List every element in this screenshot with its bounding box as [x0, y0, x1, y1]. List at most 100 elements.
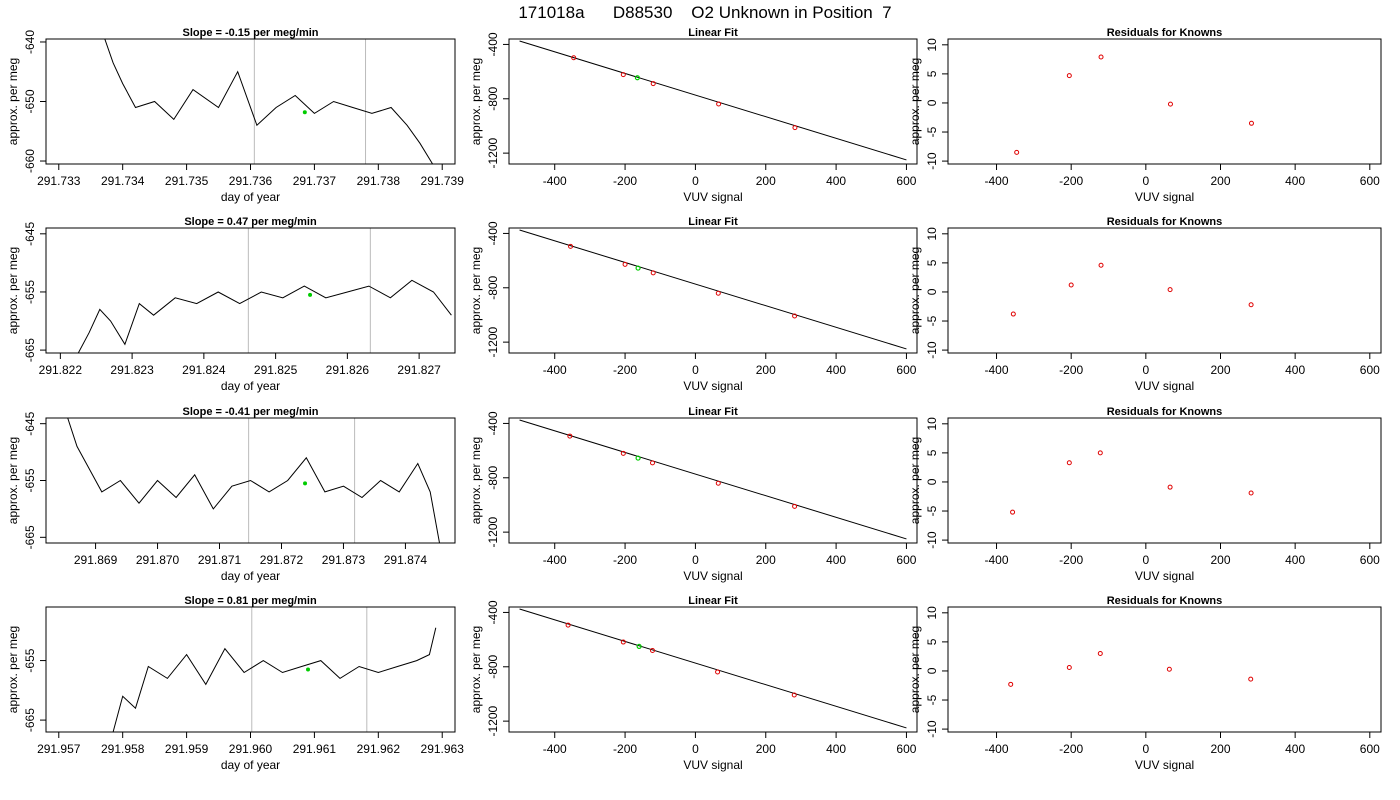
y-tick-label: 5 — [925, 70, 939, 77]
residual-point — [1248, 490, 1254, 496]
x-tick-label: 400 — [826, 174, 846, 188]
x-tick-label: 0 — [692, 174, 699, 188]
panel-title: Residuals for Knowns — [1107, 27, 1223, 39]
y-tick-label: -10 — [925, 341, 939, 359]
x-tick-label: 291.872 — [260, 553, 304, 567]
known-point — [622, 261, 628, 267]
x-tick-label: 291.825 — [254, 363, 298, 377]
panel-title: Linear Fit — [688, 216, 738, 228]
plot-area — [1010, 262, 1254, 317]
x-tick-label: 0 — [1142, 174, 1149, 188]
residual-point — [1167, 101, 1173, 107]
x-tick-label: 600 — [1360, 363, 1380, 377]
y-tick-label: -1200 — [486, 705, 500, 736]
plot-area — [519, 608, 907, 729]
plot-frame — [508, 417, 918, 544]
y-tick-label: -645 — [23, 221, 37, 245]
residual-point — [1010, 311, 1016, 317]
x-axis-label: day of year — [221, 569, 280, 583]
known-point — [715, 669, 721, 675]
y-tick-label: -1200 — [486, 516, 500, 547]
panel-title: Slope = -0.41 per meg/min — [182, 406, 318, 418]
y-axis-label: approx. per meg — [469, 247, 483, 334]
x-axis-label: VUV signal — [683, 379, 742, 393]
x-tick-label: 291.823 — [110, 363, 154, 377]
y-tick-label: -5 — [925, 315, 939, 326]
residual-point — [1166, 666, 1172, 672]
x-tick-label: 0 — [692, 742, 699, 756]
x-tick-label: 291.874 — [384, 553, 428, 567]
fit-line — [519, 419, 907, 540]
y-tick-label: -5 — [925, 505, 939, 516]
x-tick-label: -400 — [985, 742, 1009, 756]
residual-point — [1167, 287, 1173, 293]
unknown-point-marker — [635, 265, 641, 271]
plot-area — [67, 418, 440, 543]
known-point — [792, 125, 798, 131]
y-tick-label: -400 — [486, 600, 500, 624]
plot-area — [519, 229, 907, 350]
y-axis-label: approx. per meg — [908, 247, 922, 334]
current-point-marker — [308, 292, 313, 297]
panel-row4-res: Residuals for Knowns VUV signal approx. pe… — [908, 595, 1382, 772]
y-tick-label: 0 — [925, 288, 939, 295]
x-tick-label: -200 — [613, 553, 637, 567]
x-tick-label: 291.961 — [293, 742, 337, 756]
series-line — [77, 279, 452, 353]
y-tick-label: -665 — [23, 338, 37, 362]
y-tick-label: 0 — [925, 99, 939, 106]
x-tick-label: -200 — [1059, 363, 1083, 377]
plot-area — [77, 228, 452, 353]
plot-area — [519, 40, 907, 161]
x-tick-label: -200 — [1059, 742, 1083, 756]
residual-point — [1068, 282, 1074, 288]
y-tick-label: -800 — [486, 86, 500, 110]
x-tick-label: 291.822 — [39, 363, 83, 377]
x-tick-label: 200 — [1210, 174, 1230, 188]
unknown-point-marker — [635, 455, 641, 461]
x-tick-label: 200 — [756, 174, 776, 188]
y-axis-label: approx. per meg — [6, 626, 20, 713]
plot-area — [519, 419, 907, 540]
panel-title: Residuals for Knowns — [1107, 595, 1223, 607]
y-tick-label: -400 — [486, 221, 500, 245]
x-tick-label: -200 — [613, 742, 637, 756]
panel-title: Linear Fit — [688, 595, 738, 607]
x-tick-label: 200 — [756, 553, 776, 567]
fit-line — [519, 40, 907, 161]
x-axis-label: day of year — [221, 190, 280, 204]
plot-frame — [508, 606, 918, 733]
panel-title: Residuals for Knowns — [1107, 406, 1223, 418]
known-point — [715, 290, 721, 296]
known-point — [650, 81, 656, 87]
main-title: 171018a D88530 O2 Unknown in Position 7 — [518, 3, 891, 22]
x-axis-label: VUV signal — [683, 569, 742, 583]
y-tick-label: 10 — [925, 606, 939, 620]
x-axis-label: VUV signal — [1135, 379, 1194, 393]
plot-frame — [947, 606, 1382, 733]
x-tick-label: 400 — [826, 742, 846, 756]
current-point-marker — [306, 667, 311, 672]
x-tick-label: 0 — [692, 363, 699, 377]
x-tick-label: 400 — [1285, 363, 1305, 377]
x-tick-label: -200 — [1059, 553, 1083, 567]
x-tick-label: 200 — [756, 363, 776, 377]
panel-title: Linear Fit — [688, 27, 738, 39]
y-tick-label: 0 — [925, 478, 939, 485]
panel-title: Slope = 0.47 per meg/min — [184, 216, 317, 228]
y-axis-label: approx. per meg — [6, 247, 20, 334]
x-tick-label: 200 — [1210, 742, 1230, 756]
x-tick-label: 200 — [756, 742, 776, 756]
residual-point — [1097, 651, 1103, 657]
panel-title: Slope = 0.81 per meg/min — [184, 595, 317, 607]
residual-point — [1098, 262, 1104, 268]
y-tick-label: 0 — [925, 667, 939, 674]
plot-area — [112, 607, 437, 732]
x-tick-label: -200 — [1059, 174, 1083, 188]
panel-row4-ts: Slope = 0.81 per meg/min day of year appro… — [6, 595, 464, 772]
y-tick-label: 5 — [925, 449, 939, 456]
known-point — [792, 313, 798, 319]
